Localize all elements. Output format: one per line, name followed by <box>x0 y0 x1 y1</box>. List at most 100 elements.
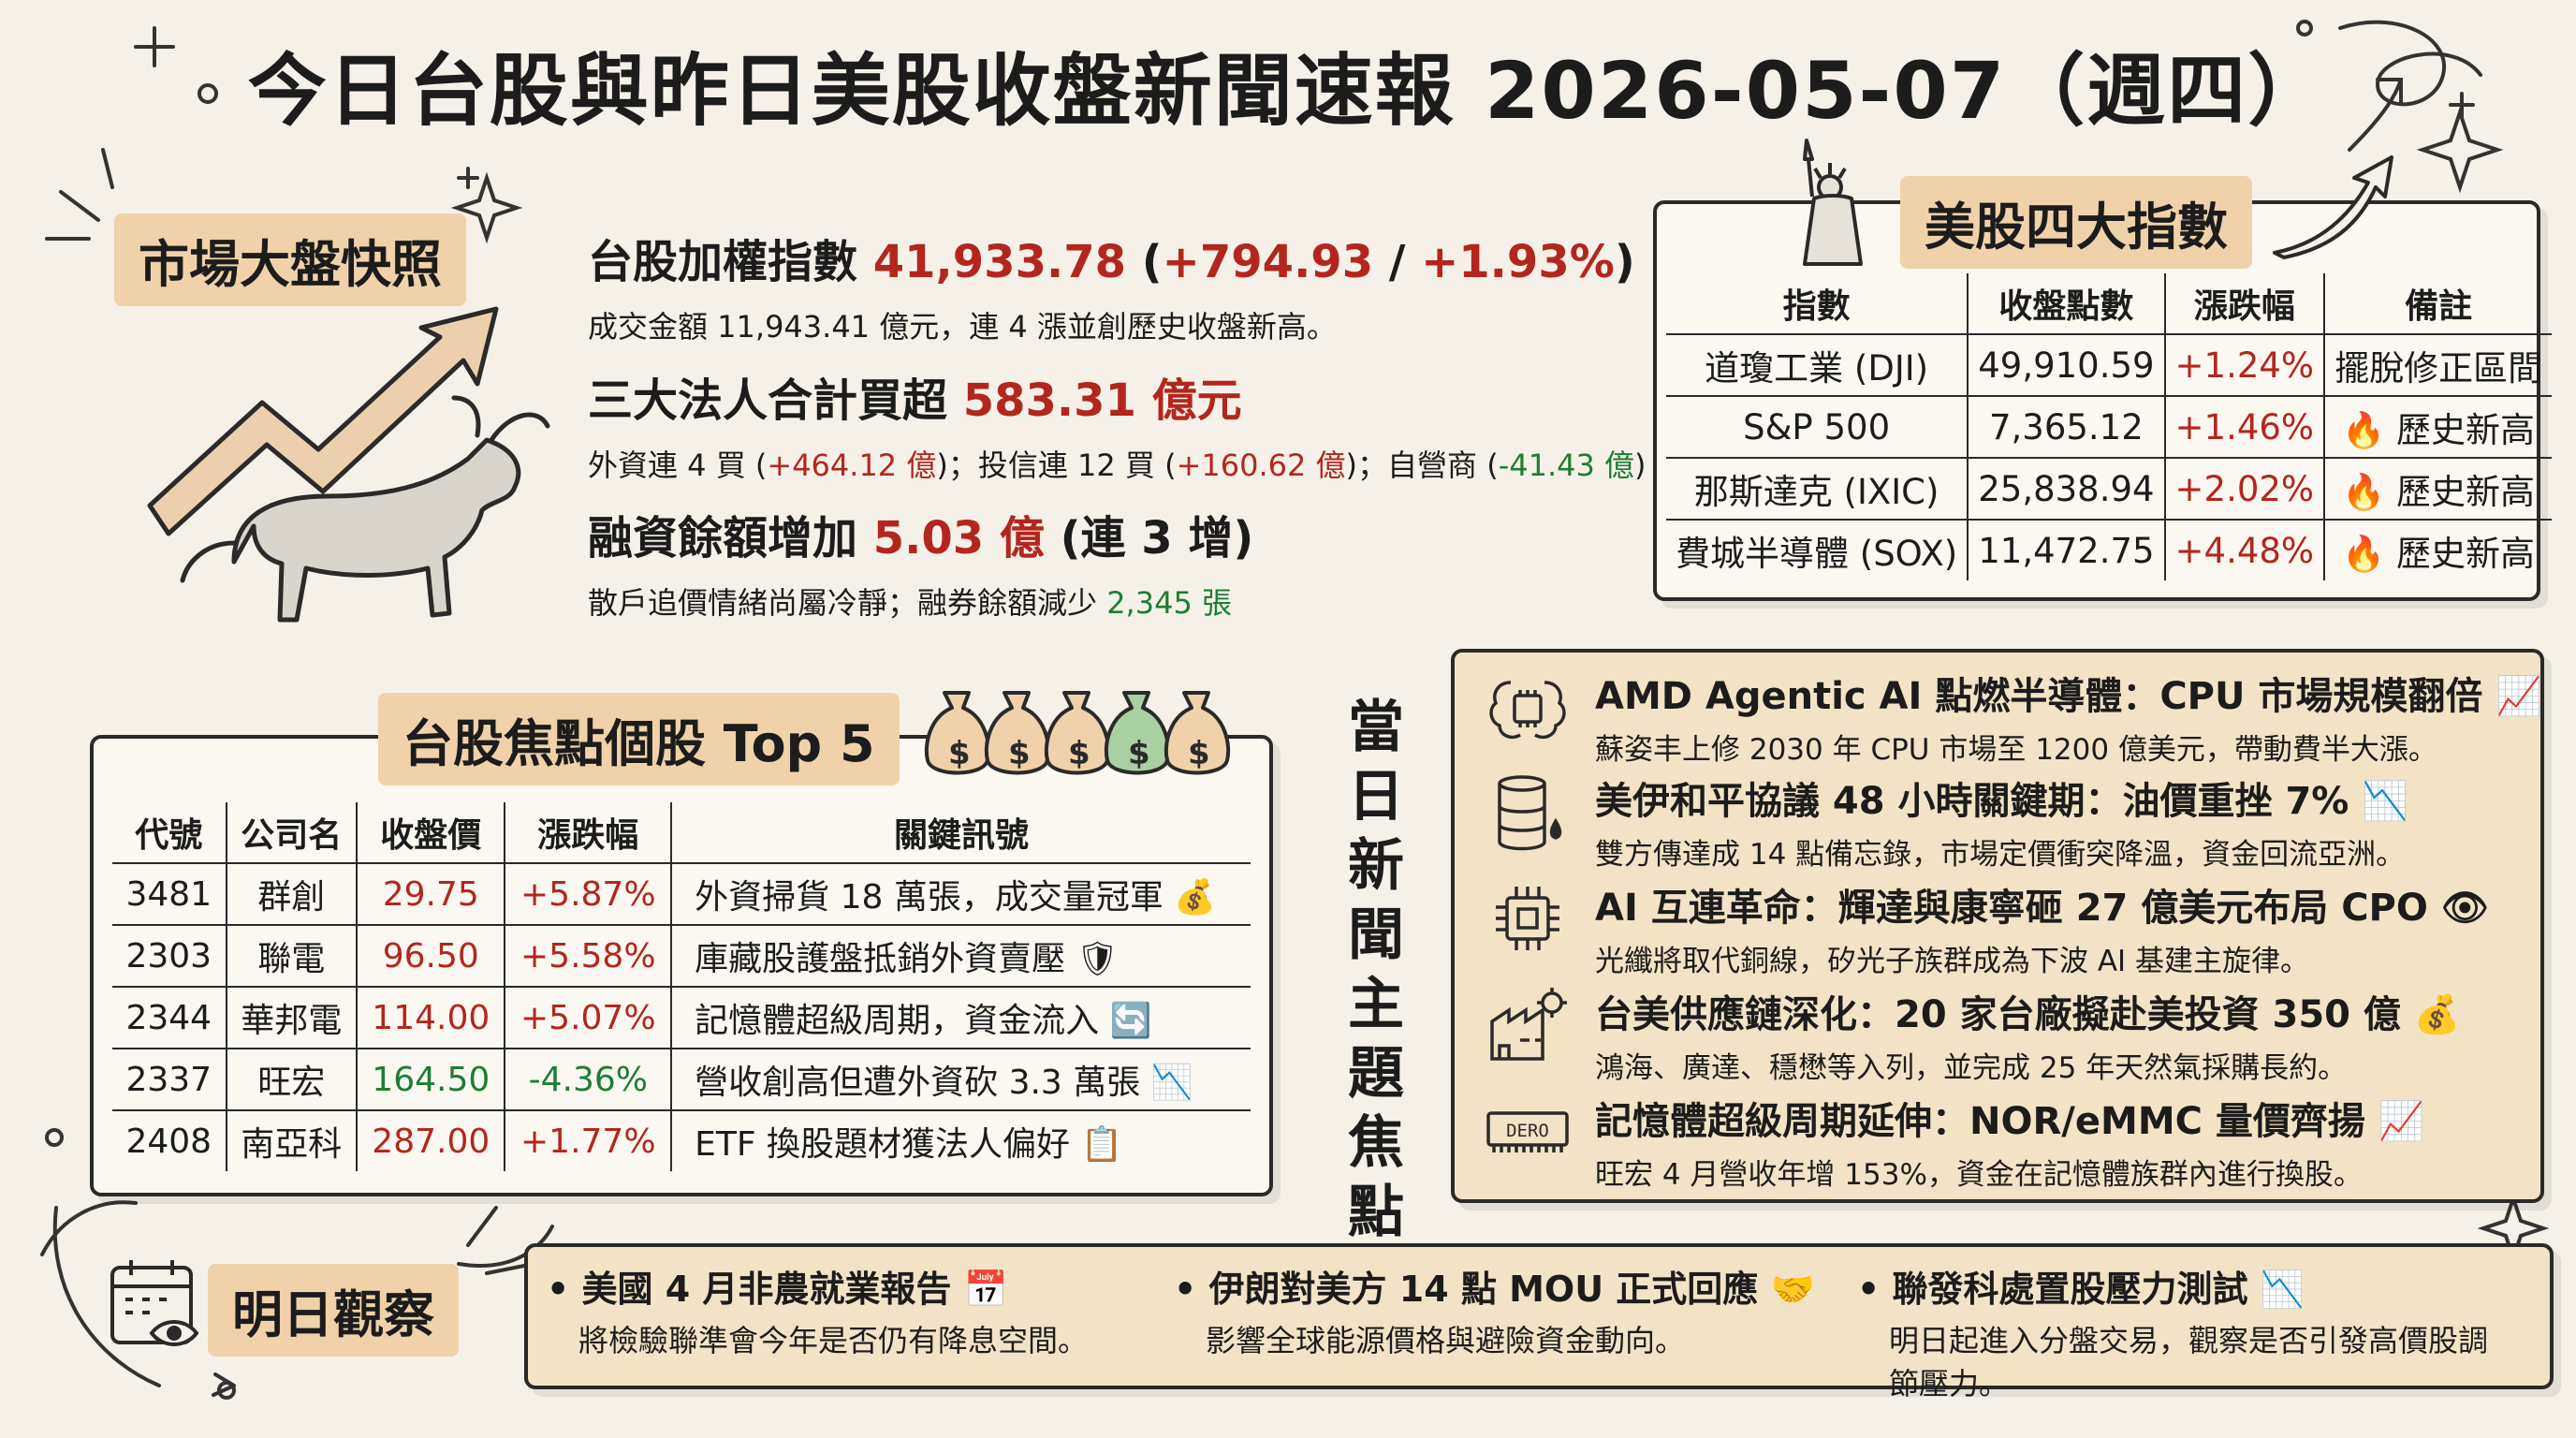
signal-text: 庫藏股護盤抵銷外資賣壓 <box>695 940 1066 978</box>
signal-text: 營收創高但遭外資砍 3.3 萬張 <box>695 1064 1141 1102</box>
vertical-char: 新 <box>1348 833 1404 899</box>
fire-icon: 🔥 <box>2342 472 2386 512</box>
vertical-char: 日 <box>1348 764 1404 829</box>
watch-desc: 影響全球能源價格與避險資金動向。 <box>1206 1323 1686 1358</box>
chart-up-icon: 📈 <box>2378 1100 2425 1143</box>
index-name: 費城半導體 (SOX) <box>1666 519 1969 580</box>
taiex-label: 台股加權指數 <box>588 236 858 288</box>
news-title: AI 互連革命：輝達與康寧砸 27 億美元布局 CPO <box>1595 887 2428 930</box>
margin-suffix: (連 3 增) <box>1060 512 1254 565</box>
memory-icon: DERO <box>1486 1111 1569 1152</box>
index-change: +1.24% <box>2163 333 2326 397</box>
shield-icon: 🛡 <box>1076 940 1120 978</box>
taiex-sep: / <box>1373 236 1422 288</box>
svg-text:$: $ <box>948 735 971 772</box>
top5-col-header: 公司名 <box>225 802 359 864</box>
watch-title: 聯發科處置股壓力測試 <box>1892 1269 2248 1310</box>
news-item: AI 互連革命：輝達與康寧砸 27 億美元布局 CPO 👁 光纖將取代銅線，矽光… <box>1595 877 2489 979</box>
stock-signal: 外資掃貨 18 萬張，成交量冠軍 💰 <box>670 862 1251 926</box>
taiex-value: 41,933.78 <box>872 236 1126 288</box>
vertical-char: 主 <box>1348 972 1404 1037</box>
table-row: 3481 群創 29.75 +5.87% 外資掃貨 18 萬張，成交量冠軍 💰 <box>112 862 1251 926</box>
index-note: 🔥 歷史新高 <box>2323 457 2553 521</box>
news-panel: AMD Agentic AI 點燃半導體：CPU 市場規模翻倍 📈 蘇姿丰上修 … <box>1451 649 2544 1203</box>
stock-name: 旺宏 <box>225 1048 359 1111</box>
index-close: 25,838.94 <box>1967 457 2166 521</box>
us-indices-panel: 指數 收盤點數 漲跌幅 備註 道瓊工業 (DJI) 49,910.59 +1.2… <box>1653 200 2553 601</box>
snapshot-institutional: 三大法人合計買超 583.31 億元 外資連 4 買 (+464.12 億)；投… <box>588 363 1647 485</box>
top5-header-row: 代號 公司名 收盤價 漲跌幅 關鍵訊號 <box>112 802 1251 864</box>
note-text: 歷史新高 <box>2396 534 2536 574</box>
watch-item: • 美國 4 月非農就業報告 📅 將檢驗聯準會今年是否仍有降息空間。 <box>547 1260 1164 1360</box>
index-close: 7,365.12 <box>1967 395 2166 459</box>
index-name: 道瓊工業 (DJI) <box>1666 333 1969 397</box>
stock-change: +5.58% <box>504 924 673 988</box>
watch-item: • 伊朗對美方 14 點 MOU 正式回應 🤝 影響全球能源價格與避險資金動向。 <box>1174 1260 1829 1360</box>
news-desc: 光纖將取代銅線，矽光子族群成為下波 AI 基建主旋律。 <box>1595 945 2310 978</box>
top5-table: 代號 公司名 收盤價 漲跌幅 關鍵訊號 3481 群創 29.75 +5.87%… <box>112 802 1251 1171</box>
news-item: 記憶體超級周期延伸：NOR/eMMC 量價齊揚 📈 旺宏 4 月營收年增 153… <box>1595 1091 2456 1193</box>
chart-down-icon: 📉 <box>2362 780 2409 823</box>
stock-name: 華邦電 <box>225 986 359 1049</box>
inst-value: 583.31 億元 <box>962 374 1242 427</box>
index-name: S&P 500 <box>1666 395 1969 459</box>
inst-trust: +160.62 億 <box>1176 448 1346 483</box>
us-indices-tag: 美股四大指數 <box>1900 176 2252 269</box>
news-item: AMD Agentic AI 點燃半導體：CPU 市場規模翻倍 📈 蘇姿丰上修 … <box>1595 666 2542 768</box>
stock-price: 114.00 <box>356 986 506 1049</box>
news-title: 記憶體超級周期延伸：NOR/eMMC 量價齊揚 <box>1595 1100 2365 1143</box>
snapshot-margin: 融資餘額增加 5.03 億 (連 3 增) 散戶追價情緒尚屬冷靜；融券餘額減少 … <box>588 501 1253 623</box>
chart-up-icon: 📈 <box>2496 675 2543 718</box>
us-indices-table: 指數 收盤點數 漲跌幅 備註 道瓊工業 (DJI) 49,910.59 +1.2… <box>1666 273 2553 580</box>
taiex-paren-close: ) <box>1614 236 1635 288</box>
svg-text:$: $ <box>1068 735 1090 772</box>
page-title: 今日台股與昨日美股收盤新聞速報 2026-05-07（週四） <box>247 45 2329 137</box>
vertical-char: 聞 <box>1348 902 1404 968</box>
index-change: +4.48% <box>2163 519 2326 580</box>
money-bags-icon: $ $ $ $ $ <box>924 691 1231 775</box>
statue-of-liberty-icon <box>1803 139 1863 266</box>
watch-panel: • 美國 4 月非農就業報告 📅 將檢驗聯準會今年是否仍有降息空間。 • 伊朗對… <box>524 1243 2554 1401</box>
inst-sub-mid1: )；投信連 12 買 ( <box>936 448 1177 483</box>
inst-dealer: -41.43 億 <box>1498 448 1635 483</box>
news-item: 台美供應鏈深化：20 家台廠擬赴美投資 350 億 💰 鴻海、廣達、穩懋等入列，… <box>1595 984 2461 1086</box>
news-title: 台美供應鏈深化：20 家台廠擬赴美投資 350 億 <box>1595 993 2401 1036</box>
table-row: S&P 500 7,365.12 +1.46% 🔥 歷史新高 <box>1666 395 2553 459</box>
signal-text: 外資掃貨 18 萬張，成交量冠軍 <box>695 878 1164 917</box>
vertical-char: 題 <box>1348 1041 1404 1107</box>
stock-change: +1.77% <box>504 1109 673 1171</box>
index-note: 🔥 歷史新高 <box>2323 519 2553 580</box>
stock-code: 3481 <box>112 862 227 926</box>
top5-col-header: 收盤價 <box>356 802 506 864</box>
index-change: +2.02% <box>2163 457 2326 521</box>
table-row: 2303 聯電 96.50 +5.58% 庫藏股護盤抵銷外資賣壓 🛡 <box>112 924 1251 988</box>
factory-icon <box>1490 988 1567 1061</box>
table-row: 費城半導體 (SOX) 11,472.75 +4.48% 🔥 歷史新高 <box>1666 519 2553 580</box>
note-text: 擺脫修正區間 <box>2334 348 2543 389</box>
stock-signal: 記憶體超級周期，資金流入 🔄 <box>670 986 1251 1049</box>
stock-signal: ETF 換股題材獲法人偏好 📋 <box>670 1109 1251 1171</box>
watch-item: • 聯發科處置股壓力測試 📉 明日起進入分盤交易，觀察是否引發高價股調節壓力。 <box>1857 1269 2489 1401</box>
us-col-header: 漲跌幅 <box>2163 273 2326 335</box>
top5-col-header: 代號 <box>112 802 227 864</box>
taiex-change: +794.93 <box>1162 236 1374 288</box>
vertical-char: 焦 <box>1348 1110 1404 1176</box>
taiex-sub: 成交金額 11,943.41 億元，連 4 漲並創歷史收盤新高。 <box>588 309 1337 345</box>
watch-tag: 明日觀察 <box>208 1264 459 1357</box>
inst-label: 三大法人合計買超 <box>588 374 948 427</box>
inst-sub-prefix: 外資連 4 買 ( <box>588 448 768 483</box>
handshake-icon: 🤝 <box>1770 1269 1815 1310</box>
stock-price: 29.75 <box>356 862 506 926</box>
us-col-header: 收盤點數 <box>1967 273 2166 335</box>
stock-price: 96.50 <box>356 924 506 988</box>
svg-text:$: $ <box>1008 735 1031 772</box>
index-close: 49,910.59 <box>1967 333 2166 397</box>
snapshot-tag: 市場大盤快照 <box>114 213 466 306</box>
news-item: 美伊和平協議 48 小時關鍵期：油價重挫 7% 📉 雙方傳達成 14 點備忘錄，… <box>1595 770 2456 873</box>
index-change: +1.46% <box>2163 395 2326 459</box>
news-desc: 雙方傳達成 14 點備忘錄，市場定價衝突降溫，資金回流亞洲。 <box>1595 838 2406 872</box>
watch-title: 美國 4 月非農就業報告 <box>581 1269 952 1310</box>
us-header-row: 指數 收盤點數 漲跌幅 備註 <box>1666 273 2553 335</box>
vertical-char: 當 <box>1348 695 1404 760</box>
calendar-eye-icon <box>110 1260 199 1346</box>
